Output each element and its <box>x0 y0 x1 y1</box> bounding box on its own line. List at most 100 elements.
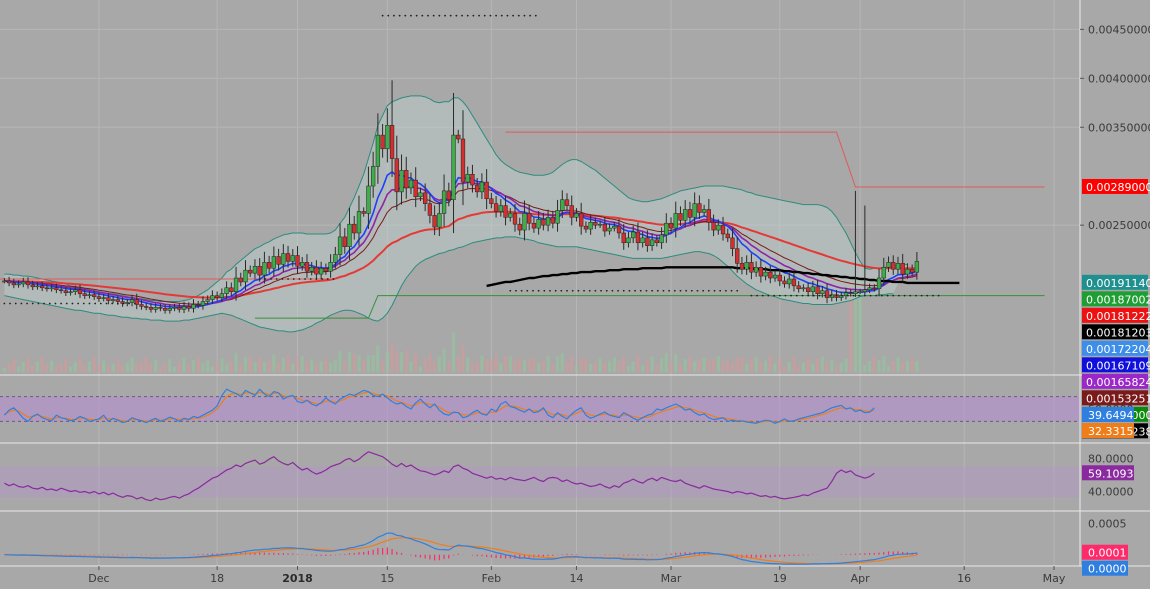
candle[interactable] <box>92 290 97 300</box>
candle[interactable] <box>233 266 239 301</box>
candle[interactable] <box>361 207 366 217</box>
candle[interactable] <box>328 254 333 278</box>
candle[interactable] <box>58 286 64 294</box>
candle[interactable] <box>914 251 920 280</box>
candle[interactable] <box>720 216 726 241</box>
candle[interactable] <box>6 276 12 287</box>
candle[interactable] <box>867 283 872 294</box>
candle[interactable] <box>394 135 399 211</box>
candle[interactable] <box>380 123 385 158</box>
price-tag[interactable]: 0.00172204 <box>1082 340 1150 356</box>
candle[interactable] <box>314 260 319 280</box>
time-axis[interactable]: Dec 18 2018 15 Feb 14 Mar 19 Apr 16 May <box>88 566 1066 585</box>
candle[interactable] <box>545 209 551 232</box>
candle[interactable] <box>531 217 537 233</box>
candle[interactable] <box>805 282 811 296</box>
candle[interactable] <box>465 166 470 189</box>
candle[interactable] <box>68 288 73 296</box>
candle[interactable] <box>555 199 560 232</box>
candle[interactable] <box>668 217 674 233</box>
candle[interactable] <box>451 93 456 234</box>
macd-pane[interactable] <box>4 532 918 565</box>
candle[interactable] <box>281 244 286 272</box>
candle[interactable] <box>876 268 882 297</box>
candle[interactable] <box>564 193 570 211</box>
candle[interactable] <box>550 210 555 229</box>
candle[interactable] <box>427 193 433 224</box>
candle[interactable] <box>200 296 206 310</box>
candle[interactable] <box>413 167 418 208</box>
price-tag[interactable]: 0.00181222 <box>1082 307 1150 323</box>
candle[interactable] <box>172 303 177 312</box>
candle[interactable] <box>229 282 234 296</box>
price-tag[interactable]: 0.00153251 <box>1082 390 1150 406</box>
candle[interactable] <box>683 200 688 228</box>
candle[interactable] <box>631 225 636 244</box>
candle[interactable] <box>342 228 347 254</box>
candle[interactable] <box>295 246 300 274</box>
candle[interactable] <box>475 177 480 198</box>
candle[interactable] <box>692 192 697 227</box>
candle[interactable] <box>309 261 314 276</box>
candle[interactable] <box>749 253 754 280</box>
candle[interactable] <box>40 281 45 292</box>
candle[interactable] <box>333 246 338 269</box>
candle[interactable] <box>848 289 853 297</box>
candle[interactable] <box>508 208 513 222</box>
candle[interactable] <box>701 204 707 217</box>
candle[interactable] <box>697 195 702 220</box>
candle[interactable] <box>768 265 773 284</box>
candle[interactable] <box>243 260 248 290</box>
candle[interactable] <box>399 154 404 205</box>
candle[interactable] <box>574 208 579 222</box>
candle[interactable] <box>687 201 693 224</box>
candle[interactable] <box>214 291 220 301</box>
candle[interactable] <box>21 277 26 288</box>
candle[interactable] <box>753 261 759 277</box>
candle[interactable] <box>612 222 617 232</box>
candle[interactable] <box>593 217 598 229</box>
osc-value-tag[interactable]: 59.1093 <box>1082 465 1134 481</box>
candle[interactable] <box>120 297 125 307</box>
candle[interactable] <box>323 263 329 275</box>
candle[interactable] <box>238 272 243 287</box>
candle[interactable] <box>300 257 305 271</box>
candle[interactable] <box>489 192 494 209</box>
candle[interactable] <box>191 299 196 313</box>
candle[interactable] <box>640 232 645 248</box>
macd-value-tag[interactable]: 0.0000 <box>1082 560 1128 576</box>
price-tag[interactable]: 0.00289000 <box>1082 178 1150 194</box>
candle[interactable] <box>219 288 224 302</box>
candle[interactable] <box>224 281 229 299</box>
candle[interactable] <box>153 303 158 313</box>
candle[interactable] <box>744 255 749 275</box>
candle[interactable] <box>285 245 291 268</box>
candle[interactable] <box>560 190 565 218</box>
candle[interactable] <box>654 235 659 247</box>
candle[interactable] <box>787 273 792 289</box>
candle[interactable] <box>106 292 111 305</box>
candle[interactable] <box>16 280 21 288</box>
candle[interactable] <box>404 156 409 199</box>
candle[interactable] <box>337 223 343 266</box>
candle[interactable] <box>266 255 272 274</box>
candle[interactable] <box>588 215 593 235</box>
candle[interactable] <box>810 280 816 297</box>
candle[interactable] <box>252 259 258 279</box>
price-tag[interactable]: 0.00187002 <box>1082 291 1150 307</box>
candle[interactable] <box>910 264 915 276</box>
candle[interactable] <box>498 199 503 217</box>
candle[interactable] <box>418 187 423 201</box>
candle[interactable] <box>616 219 622 239</box>
candle[interactable] <box>858 288 863 295</box>
candle[interactable] <box>763 266 768 281</box>
candle[interactable] <box>536 211 541 235</box>
candle[interactable] <box>569 195 574 226</box>
rsi-value-tag[interactable]: 32.3315 <box>1082 423 1134 438</box>
candle[interactable] <box>257 258 262 282</box>
candle[interactable] <box>82 289 87 299</box>
candle[interactable] <box>635 222 641 251</box>
candle[interactable] <box>579 202 584 235</box>
candle[interactable] <box>583 221 589 233</box>
candle[interactable] <box>73 285 78 296</box>
